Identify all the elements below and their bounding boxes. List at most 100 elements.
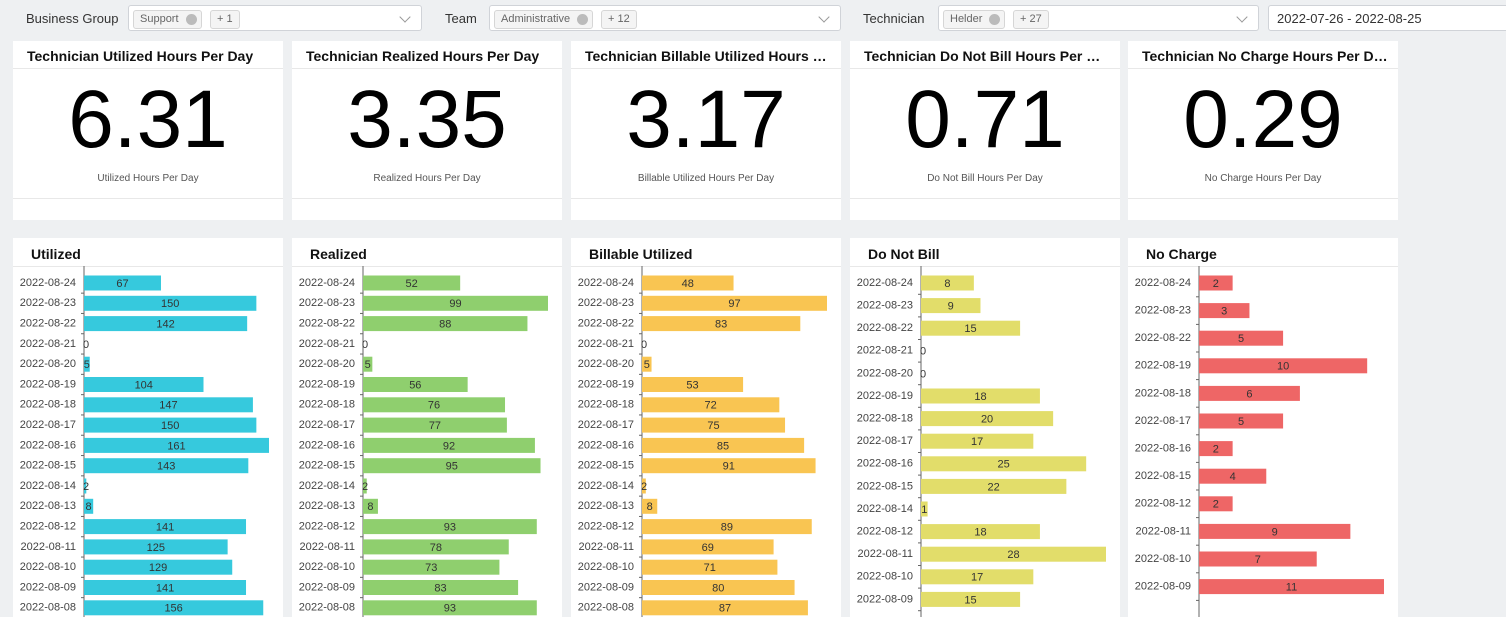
kpi-card: Technician Billable Utilized Hours Per D… [571, 41, 841, 220]
category-label: 2022-08-24 [1135, 277, 1191, 289]
bar-chart: 2022-08-24 8 2022-08-23 9 2022-08-22 15 2022-0… [857, 266, 1106, 617]
category-label: 2022-08-11 [858, 548, 913, 560]
dropdown-arrow[interactable] [1236, 11, 1248, 23]
value-label: 141 [156, 582, 174, 594]
category-label: 2022-08-09 [20, 581, 76, 593]
value-label: 156 [164, 603, 182, 615]
value-label: 78 [430, 542, 442, 554]
value-label: 17 [971, 572, 983, 584]
category-label: 2022-08-24 [578, 277, 634, 289]
bar [363, 356, 373, 372]
chip-remove[interactable] [989, 14, 1001, 25]
divider [13, 68, 283, 69]
category-label: 2022-08-09 [857, 593, 913, 605]
bar [1199, 441, 1233, 457]
kpi-card: Technician Utilized Hours Per Day 6.31 Uti… [13, 41, 283, 220]
category-label: 2022-08-15 [20, 460, 76, 472]
kpi-value: 3.35 [347, 74, 507, 165]
value-label: 8 [647, 501, 653, 513]
value-label: 53 [686, 379, 698, 391]
bar-chart: 2022-08-24 48 2022-08-23 97 2022-08-22 83 2022… [578, 266, 827, 617]
divider [292, 198, 562, 199]
category-label: 2022-08-24 [857, 277, 913, 289]
divider [292, 68, 562, 69]
category-label: 2022-08-12 [857, 526, 913, 538]
bar [363, 498, 378, 514]
bar [363, 437, 535, 453]
kpi-card: Technician No Charge Hours Per Day 0.29 No… [1128, 41, 1398, 220]
filter-more[interactable]: + 27 [1013, 10, 1049, 29]
bar [642, 580, 795, 595]
filter-select[interactable]: Support + 1 [128, 5, 422, 31]
value-label: 95 [446, 461, 458, 473]
filter-label: Business Group [26, 11, 119, 26]
divider [13, 198, 283, 199]
bar [1199, 275, 1233, 291]
category-label: 2022-08-17 [1135, 415, 1191, 427]
value-label: 2 [641, 481, 647, 493]
bar [363, 458, 541, 474]
value-label: 0 [920, 346, 926, 358]
value-label: 28 [1007, 549, 1019, 561]
category-label: 2022-08-11 [300, 541, 355, 553]
bar [1199, 468, 1267, 484]
value-label: 48 [682, 278, 694, 290]
bar [1199, 303, 1250, 319]
value-label: 72 [705, 400, 717, 412]
kpi-title: Technician Utilized Hours Per Day [27, 48, 254, 64]
bar [921, 478, 1067, 494]
bar [84, 539, 228, 555]
bar [1199, 579, 1384, 595]
category-label: 2022-08-19 [299, 378, 355, 390]
bar-chart: 2022-08-24 2 2022-08-23 3 2022-08-22 5 2022-08… [1135, 266, 1384, 617]
chart-card: Realized 2022-08-24 52 2022-08-23 99 2022-08-… [292, 238, 562, 617]
date-picker[interactable]: 2022-07-26 - 2022-08-25 [1268, 5, 1506, 31]
value-label: 85 [717, 440, 729, 452]
bar [363, 580, 519, 595]
category-label: 2022-08-23 [578, 297, 634, 309]
value-label: 0 [362, 339, 368, 351]
bar [642, 559, 778, 575]
category-label: 2022-08-14 [857, 503, 913, 515]
bar [921, 298, 981, 314]
filter-chip[interactable]: Helder [943, 10, 1006, 29]
value-label: 5 [1238, 416, 1244, 428]
kpi-card: Technician Realized Hours Per Day 3.35 Rea… [292, 41, 562, 220]
value-label: 91 [723, 461, 735, 473]
value-label: 8 [367, 501, 373, 513]
category-label: 2022-08-10 [20, 561, 76, 573]
category-label: 2022-08-12 [578, 521, 634, 533]
dropdown-arrow[interactable] [818, 11, 830, 23]
category-label: 2022-08-10 [299, 561, 355, 573]
kpi-value: 0.71 [905, 74, 1065, 165]
chart-title: Realized [310, 246, 367, 262]
category-label: 2022-08-14 [20, 480, 76, 492]
bar [642, 417, 786, 433]
filter-select[interactable]: Administrative + 12 [489, 5, 841, 31]
chip-remove[interactable] [185, 14, 197, 25]
category-label: 2022-08-15 [1135, 470, 1191, 482]
value-label: 2 [362, 481, 368, 493]
filter-chip[interactable]: Support [133, 10, 202, 29]
value-label: 0 [920, 368, 926, 380]
category-label: 2022-08-10 [857, 571, 913, 583]
category-label: 2022-08-19 [20, 378, 76, 390]
category-label: 2022-08-18 [1135, 387, 1191, 399]
filter-more[interactable]: + 1 [210, 10, 240, 29]
value-label: 142 [156, 319, 174, 331]
filter-chip[interactable]: Administrative [494, 10, 594, 29]
category-label: 2022-08-20 [857, 367, 913, 379]
filter-select[interactable]: Helder + 27 [938, 5, 1259, 31]
category-label: 2022-08-08 [299, 602, 355, 614]
value-label: 97 [728, 298, 740, 310]
dropdown-arrow[interactable] [399, 11, 411, 23]
bar [921, 524, 1040, 540]
filter-more[interactable]: + 12 [601, 10, 637, 29]
value-label: 3 [1221, 306, 1227, 318]
category-label: 2022-08-20 [299, 358, 355, 370]
value-label: 93 [444, 603, 456, 615]
value-label: 5 [644, 359, 650, 371]
bar [1199, 358, 1368, 374]
chip-remove[interactable] [577, 14, 589, 25]
category-label: 2022-08-09 [578, 581, 634, 593]
